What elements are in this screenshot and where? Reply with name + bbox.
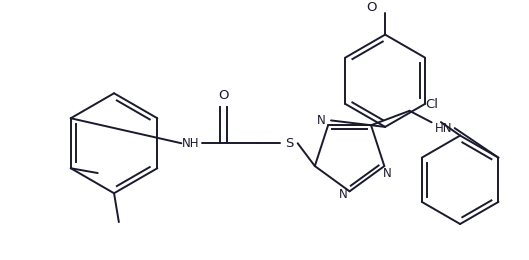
Text: N: N [317, 114, 326, 127]
Text: S: S [285, 137, 293, 150]
Text: Cl: Cl [425, 98, 438, 111]
Text: O: O [367, 1, 377, 14]
Text: O: O [218, 89, 229, 102]
Text: N: N [339, 188, 347, 201]
Text: NH: NH [182, 137, 200, 150]
Text: HN: HN [434, 122, 452, 135]
Text: N: N [383, 167, 391, 180]
